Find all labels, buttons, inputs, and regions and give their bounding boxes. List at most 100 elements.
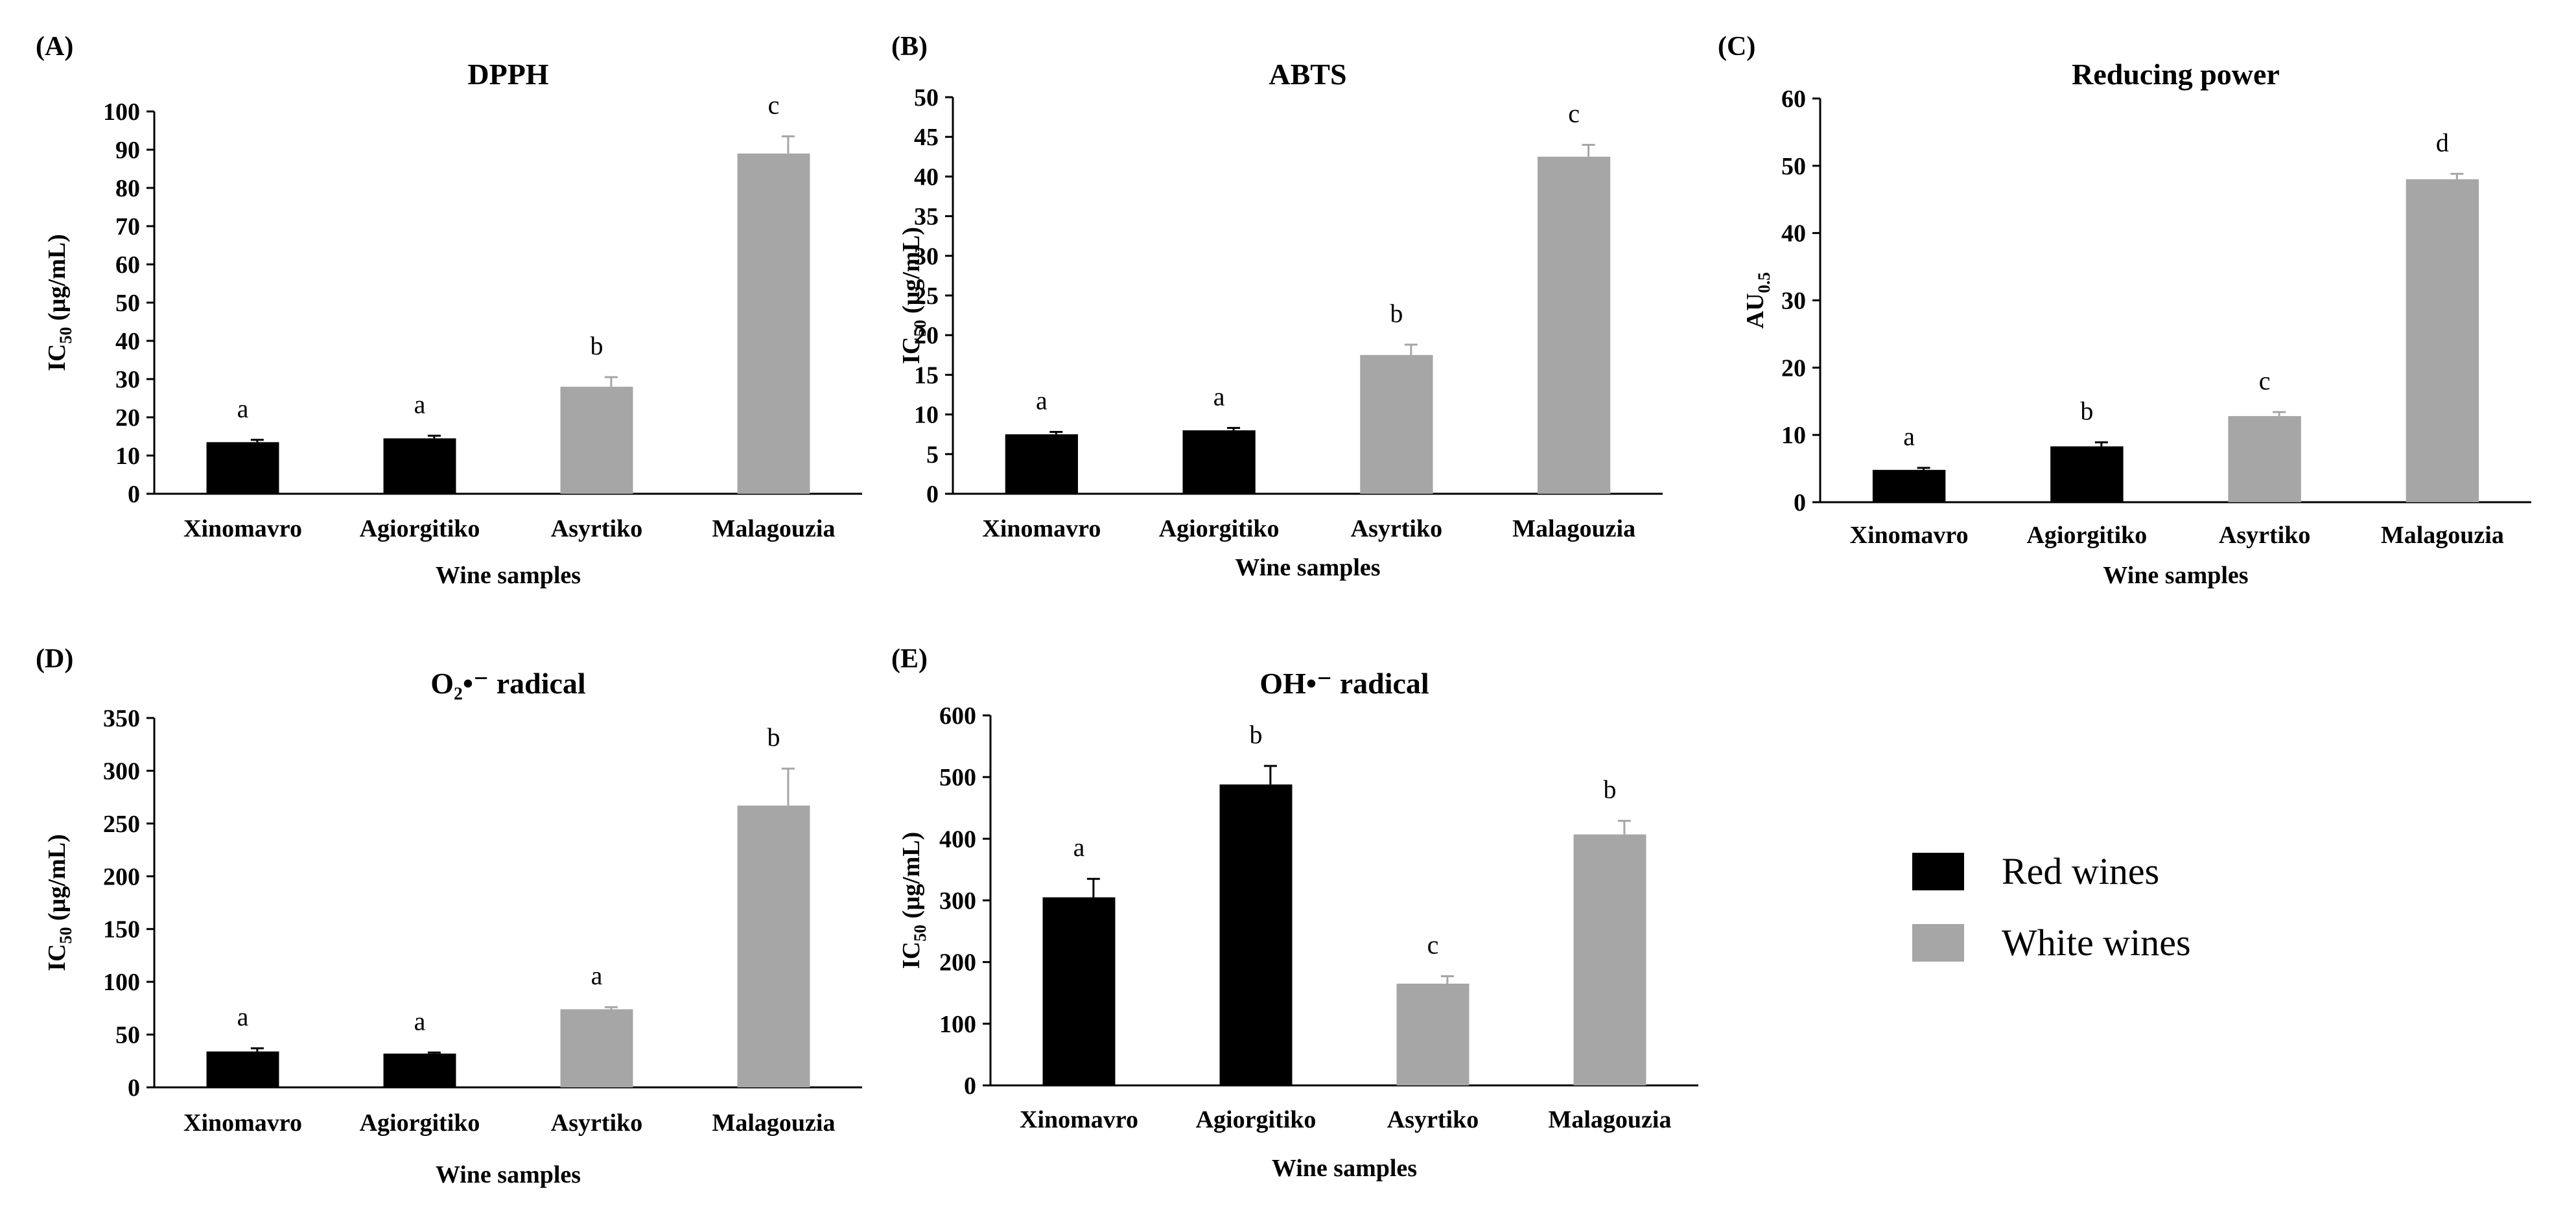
y-tick-label: 500 xyxy=(939,764,976,791)
chart-panel-d: (D) O₂•⁻ radical 0 50 100 150 200 250 300 350 IC50… xyxy=(36,644,862,1188)
y-tick-label: 30 xyxy=(914,243,939,270)
y-tick-label: 15 xyxy=(914,362,939,389)
x-tick-label: Agiorgitiko xyxy=(2026,522,2147,549)
x-tick-label: Agiorgitiko xyxy=(360,515,480,542)
y-tick-label: 60 xyxy=(115,251,140,279)
y-axis-label: IC50 (µg/mL) xyxy=(43,834,75,971)
x-tick-label: Asyrtiko xyxy=(551,515,642,542)
y-tick-label: 100 xyxy=(103,969,140,996)
y-tick-label: 30 xyxy=(1781,288,1806,315)
y-tick-label: 50 xyxy=(914,84,939,111)
y-tick-label: 0 xyxy=(128,1074,140,1102)
bar-asyrtiko xyxy=(560,386,633,494)
significance-letter: c xyxy=(768,90,780,119)
y-axis-label: IC50 (µg/mL) xyxy=(43,234,75,371)
y-tick-label: 35 xyxy=(914,203,939,231)
chart-title: ABTS xyxy=(1269,58,1346,91)
significance-letter: b xyxy=(1604,775,1617,804)
bar-asyrtiko xyxy=(560,1009,633,1087)
y-tick-label: 10 xyxy=(115,443,140,470)
significance-letter: a xyxy=(237,394,249,423)
y-tick-label: 20 xyxy=(1781,354,1806,382)
y-tick-label: 100 xyxy=(103,98,140,126)
chart-panel-e: (E) OH•⁻ radical 0 100 200 300 400 500 600 IC50 (… xyxy=(891,644,1698,1182)
bar-agiorgitiko xyxy=(1182,430,1256,494)
y-tick-label: 40 xyxy=(914,163,939,191)
y-tick-label: 200 xyxy=(939,949,976,977)
x-tick-label: Agiorgitiko xyxy=(1196,1106,1317,1133)
bar-agiorgitiko xyxy=(383,438,456,494)
legend-label-white: White wines xyxy=(2002,921,2191,964)
y-tick-label: 20 xyxy=(115,404,140,432)
x-tick-label: Malagouzia xyxy=(712,515,836,542)
x-tick-label: Malagouzia xyxy=(1549,1106,1672,1133)
significance-letter: b xyxy=(1250,720,1263,749)
x-axis-label: Wine samples xyxy=(2103,562,2248,589)
x-tick-label: Malagouzia xyxy=(1512,515,1635,542)
legend-swatch-red xyxy=(1912,853,1964,890)
chart-panel-a: (A) DPPH 0 10 20 30 40 50 60 70 80 90 100 IC50 (µg/mL… xyxy=(36,32,862,589)
x-tick-label: Asyrtiko xyxy=(1351,515,1442,542)
legend-label-red: Red wines xyxy=(2002,850,2159,892)
x-tick-label: Agiorgitiko xyxy=(1159,515,1280,542)
panel-label: (E) xyxy=(891,644,928,674)
y-tick-label: 350 xyxy=(103,705,140,732)
significance-letter: a xyxy=(1213,382,1225,411)
y-tick-label: 25 xyxy=(914,283,939,310)
legend: Red wines White wines xyxy=(1912,850,2191,964)
x-tick-label: Xinomavro xyxy=(982,515,1101,542)
bar-malagouzia xyxy=(737,153,810,494)
significance-letter: d xyxy=(2436,128,2449,157)
x-tick-label: Asyrtiko xyxy=(551,1109,642,1137)
y-tick-label: 80 xyxy=(115,175,140,202)
significance-letter: b xyxy=(591,331,603,360)
y-tick-label: 70 xyxy=(115,213,140,240)
chart-title: OH•⁻ radical xyxy=(1259,667,1429,700)
significance-letter: c xyxy=(1427,931,1439,960)
y-tick-label: 100 xyxy=(939,1011,976,1038)
x-axis-label: Wine samples xyxy=(1235,554,1380,581)
y-tick-label: 150 xyxy=(103,916,140,943)
significance-letter: a xyxy=(414,1006,426,1036)
y-tick-label: 40 xyxy=(115,328,140,355)
significance-letter: c xyxy=(2259,366,2271,395)
bar-asyrtiko xyxy=(2228,416,2301,502)
y-tick-label: 20 xyxy=(914,322,939,349)
y-tick-label: 0 xyxy=(128,481,140,508)
panel-label: (D) xyxy=(36,644,73,674)
y-tick-label: 0 xyxy=(1794,489,1806,516)
y-tick-label: 50 xyxy=(115,1022,140,1049)
panel-label: (B) xyxy=(891,32,928,62)
bar-malagouzia xyxy=(2406,179,2479,502)
y-tick-label: 45 xyxy=(914,124,939,151)
x-tick-label: Xinomavro xyxy=(183,515,302,542)
significance-letter: b xyxy=(767,723,780,752)
x-tick-label: Malagouzia xyxy=(712,1109,836,1137)
y-tick-label: 250 xyxy=(103,811,140,838)
significance-letter: a xyxy=(1036,386,1048,415)
significance-letter: b xyxy=(1390,299,1403,328)
significance-letter: a xyxy=(591,961,603,990)
bar-agiorgitiko xyxy=(1219,784,1293,1085)
significance-letter: a xyxy=(237,1002,249,1032)
y-tick-label: 60 xyxy=(1781,86,1806,113)
x-axis-label: Wine samples xyxy=(1272,1155,1417,1182)
x-tick-label: Asyrtiko xyxy=(1387,1106,1479,1133)
panel-label: (C) xyxy=(1718,32,1755,62)
y-tick-label: 0 xyxy=(926,481,939,508)
y-axis-label: IC50 (µg/mL) xyxy=(898,227,930,364)
significance-letter: a xyxy=(414,389,426,419)
x-tick-label: Malagouzia xyxy=(2381,522,2504,549)
chart-title: Reducing power xyxy=(2072,58,2280,91)
x-tick-label: Xinomavro xyxy=(1850,522,1969,549)
bar-xinomavro xyxy=(1872,470,1946,502)
significance-letter: b xyxy=(2080,397,2093,426)
bar-xinomavro xyxy=(206,442,279,494)
y-axis-label: IC50 (µg/mL) xyxy=(898,832,930,969)
y-tick-label: 10 xyxy=(914,402,939,429)
y-tick-label: 30 xyxy=(115,366,140,393)
bar-malagouzia xyxy=(1573,834,1646,1085)
y-tick-label: 50 xyxy=(115,290,140,317)
x-tick-label: Asyrtiko xyxy=(2219,522,2310,549)
